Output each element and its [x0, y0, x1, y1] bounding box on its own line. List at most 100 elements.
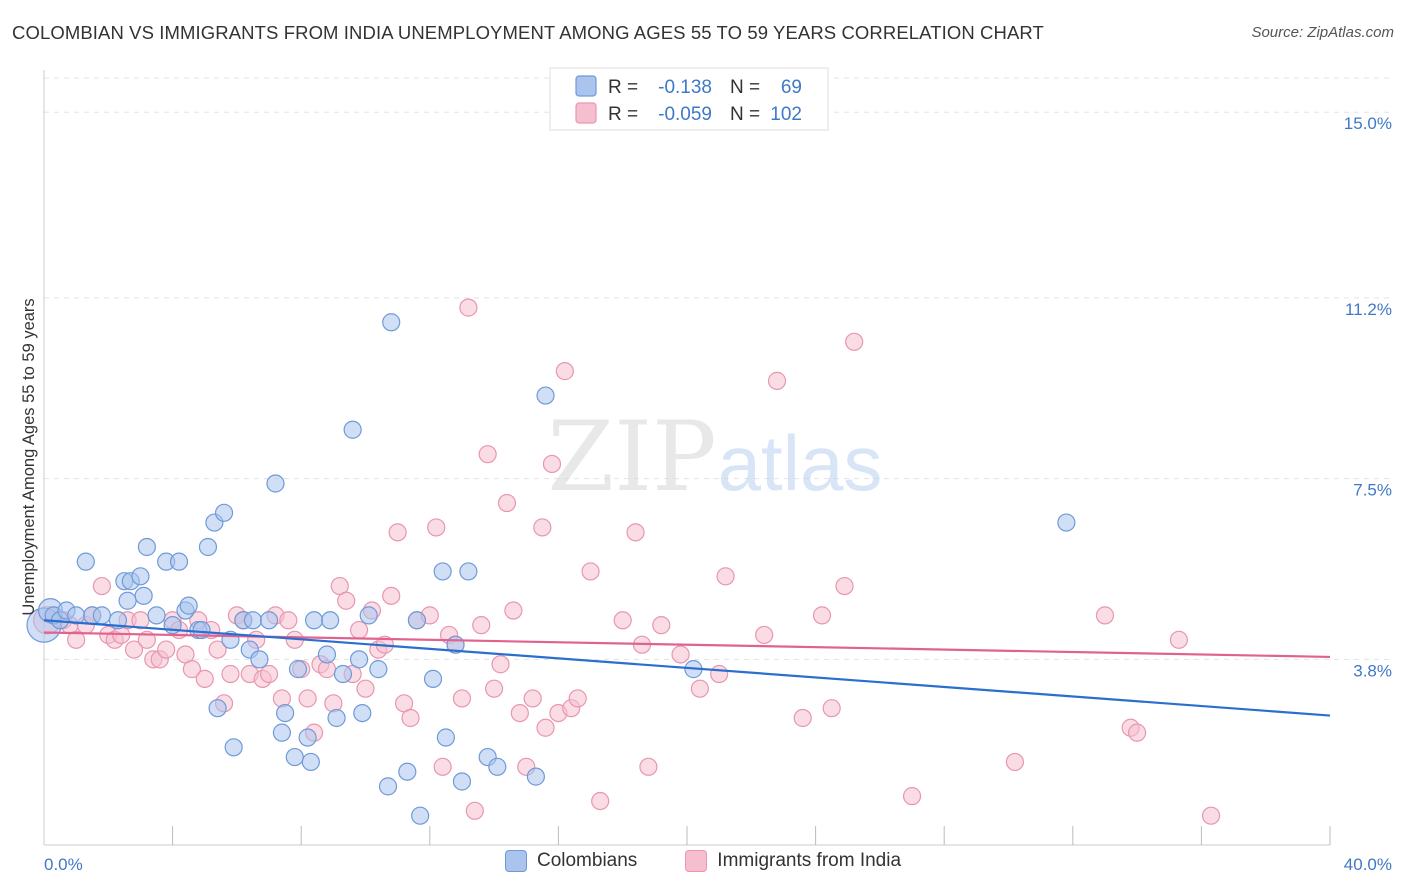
- colombian-point: [333, 664, 353, 684]
- stats-n-label-1: N =: [730, 77, 760, 98]
- india-point: [755, 625, 774, 645]
- india-point: [349, 620, 369, 640]
- india-point: [1169, 630, 1188, 649]
- colombian-point: [224, 738, 243, 757]
- india-point: [555, 362, 574, 381]
- colombian-point: [398, 762, 417, 781]
- colombian-point: [436, 728, 455, 747]
- trend-lines: [43, 619, 1331, 717]
- india-point: [568, 689, 587, 708]
- bottom-legend: Colombians Immigrants from India: [0, 850, 1406, 872]
- colombian-point: [208, 699, 227, 718]
- india-point: [690, 679, 709, 698]
- india-point: [652, 616, 671, 635]
- colombian-point: [179, 596, 198, 615]
- india-point: [1201, 806, 1221, 825]
- colombian-point: [526, 767, 545, 786]
- source-label: Source: ZipAtlas.com: [1251, 24, 1394, 41]
- colombian-point: [301, 752, 320, 772]
- colombian-point: [423, 669, 443, 688]
- y-tick-label: 7.5%: [1353, 481, 1392, 500]
- colombian-point: [276, 703, 295, 723]
- india-point: [639, 757, 658, 776]
- colombian-point: [353, 703, 372, 723]
- colombian-point: [452, 772, 472, 791]
- india-point: [510, 703, 529, 723]
- colombian-point: [536, 386, 555, 405]
- india-point: [324, 694, 343, 713]
- india-point: [485, 679, 504, 698]
- india-point: [388, 523, 407, 542]
- colombian-point: [488, 757, 507, 776]
- colombian-point: [411, 806, 430, 825]
- india-point: [1095, 606, 1115, 625]
- stats-n-label-2: N =: [730, 104, 760, 125]
- colombian-point: [288, 660, 308, 679]
- colombian-point: [198, 537, 218, 557]
- colombian-point: [321, 611, 340, 630]
- india-point: [382, 586, 401, 605]
- india-point: [298, 689, 317, 708]
- stats-r-label-1: R =: [608, 77, 638, 98]
- colombian-point: [118, 591, 137, 610]
- india-point: [356, 679, 375, 698]
- india-point: [452, 689, 472, 708]
- colombian-point: [304, 611, 324, 630]
- colombian-point: [343, 420, 362, 439]
- colombian-point: [131, 567, 150, 586]
- stats-legend-blue-swatch: [575, 75, 597, 97]
- colombian-point: [378, 777, 398, 796]
- india-point: [195, 669, 214, 688]
- y-tick-label: 11.2%: [1345, 300, 1392, 319]
- watermark: ZIP atlas: [547, 401, 882, 513]
- india-point: [433, 757, 452, 776]
- colombian-point: [266, 474, 285, 493]
- india-point: [208, 640, 227, 659]
- india-point: [459, 298, 478, 317]
- india-point: [92, 576, 111, 596]
- india-point: [542, 454, 562, 474]
- colombian-point: [214, 503, 234, 522]
- india-point: [591, 791, 610, 811]
- watermark-atlas: atlas: [718, 419, 883, 507]
- india-point: [124, 640, 144, 659]
- stats-r-value-2: -0.059: [658, 104, 712, 125]
- colombian-point: [92, 606, 111, 625]
- india-point: [67, 630, 86, 649]
- india-point: [465, 801, 484, 820]
- colombian-point: [285, 747, 304, 767]
- stats-n-value-1: 69: [781, 77, 802, 98]
- colombian-point: [243, 611, 263, 630]
- colombian-point: [407, 611, 427, 630]
- india-point: [626, 523, 645, 542]
- colombian-trend-line: [43, 619, 1331, 717]
- colombian-point: [272, 723, 292, 742]
- colombian-point: [134, 586, 153, 605]
- colombian-point: [459, 562, 478, 581]
- colombian-point: [76, 552, 95, 571]
- colombian-point: [382, 313, 401, 332]
- india-point: [845, 332, 864, 351]
- india-point: [1127, 723, 1147, 742]
- y-tick-label: 3.8%: [1353, 661, 1392, 680]
- india-point: [337, 591, 356, 610]
- india-point: [1005, 752, 1025, 772]
- watermark-zip: ZIP: [547, 401, 716, 513]
- stats-r-value-1: -0.138: [658, 77, 712, 98]
- india-point: [401, 708, 420, 728]
- y-tick-label: 15.0%: [1344, 114, 1392, 133]
- india-point: [767, 371, 787, 390]
- india-point: [497, 493, 517, 513]
- india-point: [902, 787, 922, 806]
- india-point: [793, 708, 812, 728]
- x-ticks: [172, 826, 1331, 845]
- x-tick-labels: 0.0% 40.0%: [44, 855, 1392, 874]
- india-point: [221, 664, 240, 684]
- india-point: [427, 518, 446, 537]
- india-point: [536, 718, 555, 737]
- india-point: [710, 664, 729, 684]
- india-point: [822, 699, 841, 718]
- india-point: [272, 689, 292, 708]
- colombian-point: [250, 650, 269, 669]
